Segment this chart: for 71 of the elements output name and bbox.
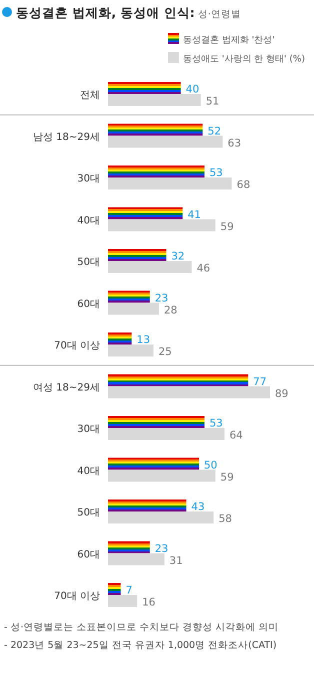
data-label: 68	[236, 179, 250, 191]
bar	[108, 344, 154, 356]
bar	[108, 82, 181, 94]
bar	[108, 219, 216, 232]
bar	[108, 512, 214, 524]
bar	[108, 386, 270, 398]
y-tick-label: 여성 18~29세	[32, 382, 100, 394]
chart-subtitle: 성·연령별	[194, 9, 241, 20]
bar	[108, 136, 223, 148]
data-label: 77	[253, 376, 267, 388]
y-tick-label: 60대	[77, 298, 100, 310]
data-label: 52	[208, 125, 222, 138]
data-label: 59	[220, 471, 234, 484]
text: - 2023년 5월 23~25일 전국 유권자 1,000명 전화조사(CATI)	[4, 640, 277, 651]
data-label: 32	[171, 250, 185, 262]
data-label: 7	[126, 584, 132, 596]
data-label: 43	[191, 501, 205, 513]
legend-label: 동성애도 '사랑의 한 형태' (%)	[183, 54, 305, 64]
bar	[108, 500, 186, 512]
bar	[108, 94, 201, 106]
data-label: 41	[188, 208, 202, 221]
bar	[108, 553, 164, 566]
data-label: 16	[142, 596, 156, 608]
data-label: 63	[228, 137, 242, 150]
bar	[108, 595, 138, 607]
bar	[108, 428, 224, 440]
bar	[108, 302, 159, 315]
y-tick-label: 50대	[77, 257, 100, 268]
data-label: 89	[275, 388, 288, 400]
y-tick-label: 30대	[77, 174, 100, 184]
bar	[108, 124, 203, 136]
data-label: 51	[206, 96, 220, 108]
bar	[108, 332, 132, 344]
bar	[108, 583, 121, 595]
data-label: 53	[209, 418, 223, 430]
data-label: 13	[136, 334, 150, 346]
data-label: 28	[164, 304, 178, 316]
bar	[108, 290, 150, 303]
bar	[108, 207, 183, 220]
y-tick-label: 70대 이상	[54, 340, 100, 352]
bar	[108, 416, 204, 428]
data-label: 23	[154, 542, 168, 555]
data-label: 31	[169, 554, 183, 567]
legend-label: 동성결혼 법제화 '찬성'	[183, 36, 275, 46]
bar	[108, 178, 232, 190]
data-label: 59	[220, 220, 234, 233]
bar	[108, 249, 166, 261]
y-tick-label: 40대	[77, 466, 100, 477]
bar	[108, 166, 204, 178]
data-label: 40	[186, 84, 200, 96]
data-label: 53	[209, 167, 223, 179]
y-tick-label: 70대 이상	[54, 591, 100, 602]
data-label: 58	[218, 513, 232, 525]
data-label: 23	[154, 292, 168, 304]
data-label: 25	[158, 346, 172, 358]
y-tick-label: 전체	[80, 90, 100, 101]
bar	[108, 470, 216, 482]
y-tick-label: 40대	[77, 215, 100, 226]
bar	[108, 458, 200, 470]
y-tick-label: 남성 18~29세	[32, 132, 100, 143]
data-label: 46	[196, 262, 210, 274]
bar	[108, 541, 150, 554]
data-label: 64	[229, 430, 244, 442]
y-tick-label: 50대	[77, 508, 100, 518]
bar	[108, 374, 248, 386]
bar	[108, 261, 192, 273]
y-tick-label: 60대	[77, 549, 100, 560]
y-tick-label: 30대	[77, 424, 100, 435]
chart-title: 동성결혼 법제화, 동성애 인식:	[16, 5, 195, 20]
text: - 성·연령별로는 소표본이므로 수치보다 경향성 시각화에 의미	[4, 622, 279, 633]
data-label: 50	[204, 459, 218, 472]
